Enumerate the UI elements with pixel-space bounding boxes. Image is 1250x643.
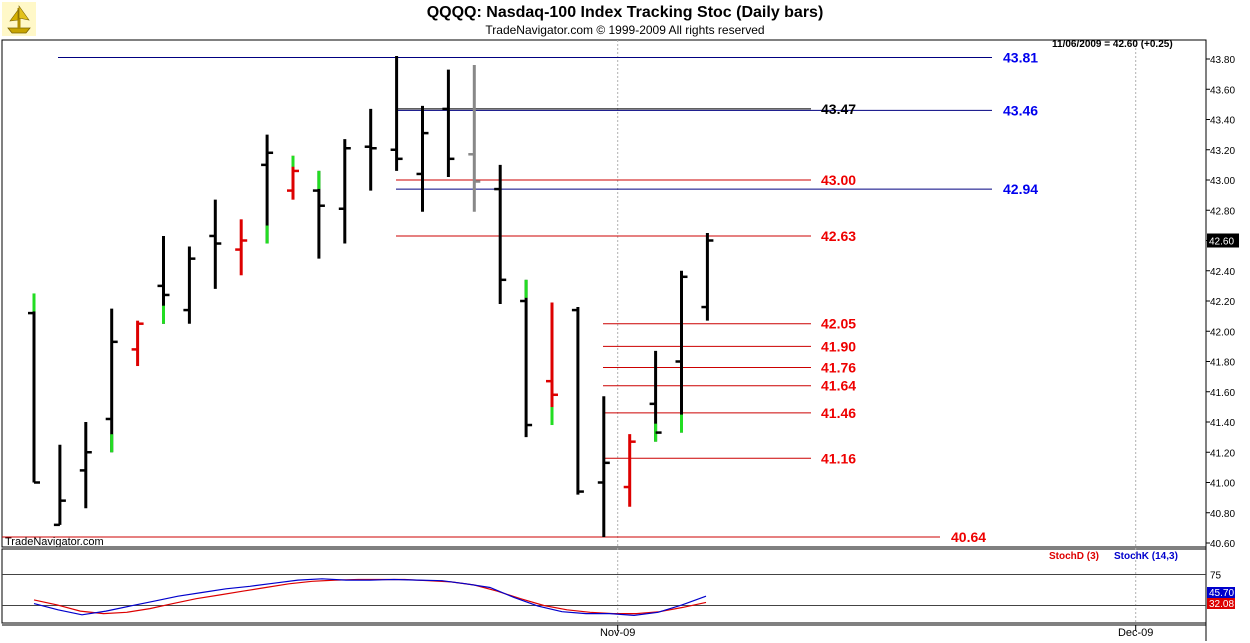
level-label: 43.46 [1003, 102, 1038, 118]
stochastic-value-tag [1207, 598, 1235, 609]
level-label: 42.05 [821, 316, 856, 332]
y-tick-label: 42.80 [1210, 206, 1235, 217]
y-tick-label: 42.00 [1210, 327, 1235, 338]
y-tick-label: 42.40 [1210, 267, 1235, 278]
y-tick-label: 41.40 [1210, 418, 1235, 429]
level-label: 41.76 [821, 360, 856, 376]
y-tick-label: 41.60 [1210, 388, 1235, 399]
chart-subtitle: TradeNavigator.com © 1999-2009 All right… [485, 23, 765, 37]
y-tick-label: 41.00 [1210, 479, 1235, 490]
y-tick-label: 42.20 [1210, 297, 1235, 308]
trade-navigator-logo-icon [2, 2, 36, 36]
level-label: 40.64 [951, 529, 986, 545]
last-price-tag [1207, 233, 1239, 248]
x-tick-label: Nov-09 [600, 627, 635, 639]
stochastic-panel-border [1, 548, 1207, 624]
y-tick-label: 40.60 [1210, 539, 1235, 550]
last-price-label: 42.60 [1209, 237, 1234, 248]
y-tick-label: 41.20 [1210, 448, 1235, 459]
stochastic-value-label: 45.70 [1209, 588, 1234, 599]
level-label: 43.47 [821, 101, 856, 117]
level-label: 42.94 [1003, 181, 1038, 197]
y-tick-label: 40.80 [1210, 509, 1235, 520]
level-label: 41.16 [821, 450, 856, 466]
y-tick-label: 41.80 [1210, 358, 1235, 369]
level-label: 42.63 [821, 228, 856, 244]
stochastic-y-tick-label: 75 [1210, 571, 1222, 582]
stochastic-legend-entry: StochD (3) [1049, 551, 1099, 562]
stochastic-value-label: 32.08 [1209, 599, 1234, 610]
y-tick-label: 43.40 [1210, 116, 1235, 127]
watermark-text: TradeNavigator.com [5, 536, 104, 548]
level-label: 41.64 [821, 378, 856, 394]
level-label: 43.81 [1003, 49, 1038, 65]
stochastic-line-k [33, 578, 707, 617]
y-tick-label: 43.20 [1210, 146, 1235, 157]
level-label: 41.46 [821, 405, 856, 421]
y-tick-label: 43.00 [1210, 176, 1235, 187]
y-tick-label: 43.60 [1210, 85, 1235, 96]
stochastic-legend-entry: StochK (14,3) [1114, 551, 1178, 562]
chart-title: QQQQ: Nasdaq-100 Index Tracking Stoc (Da… [426, 4, 824, 21]
last-quote-readout: 11/06/2009 = 42.60 (+0.25) [1052, 39, 1173, 50]
y-tick-label: 43.80 [1210, 55, 1235, 66]
x-tick-label: Dec-09 [1118, 627, 1153, 639]
level-label: 43.00 [821, 172, 856, 188]
stochastic-line-d [33, 578, 707, 615]
level-label: 41.90 [821, 338, 856, 354]
stochastic-value-tag [1207, 587, 1235, 598]
